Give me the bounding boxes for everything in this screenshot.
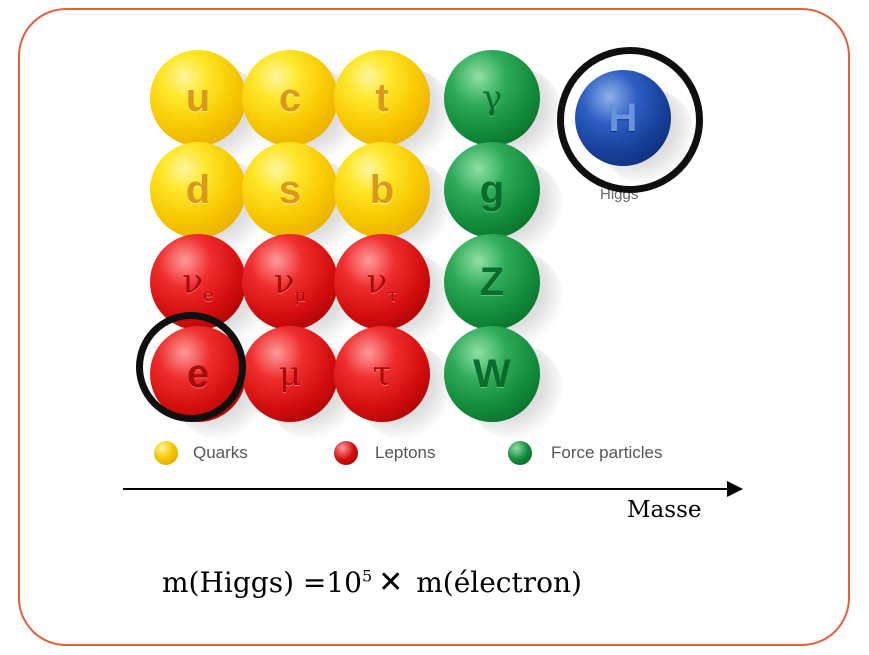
legend-quarks-label: Quarks <box>193 443 248 462</box>
legend-leptons-dot <box>334 441 358 465</box>
particle-up-quark: u <box>150 50 270 164</box>
particle-muon: μ <box>242 326 362 440</box>
particle-gluon: g <box>444 142 564 256</box>
particle-tau-neutrino: ντ <box>334 234 454 348</box>
particle-strange-quark: s <box>242 142 362 256</box>
particle-z-boson: Z <box>444 234 564 348</box>
particle-tau: τ <box>334 326 454 440</box>
times-icon: ✕ <box>378 565 404 600</box>
particle-photon: γ <box>444 50 564 164</box>
legend-force-dot <box>508 441 532 465</box>
legend-quarks-dot <box>154 441 178 465</box>
particle-w-boson: W <box>444 326 564 440</box>
legend-force-label: Force particles <box>551 443 663 462</box>
mass-axis-line <box>123 488 729 490</box>
particle-charm-quark: c <box>242 50 362 164</box>
particle-bottom-quark: b <box>334 142 454 256</box>
slide-frame <box>18 8 850 646</box>
mass-ratio-formula: m(Higgs) =105 ✕ m(électron) <box>162 565 582 600</box>
legend-leptons-label: Leptons <box>375 443 436 462</box>
particle-down-quark: d <box>150 142 270 256</box>
electron-highlight-ring <box>136 312 246 422</box>
mass-axis-arrowhead <box>727 481 743 497</box>
higgs-highlight-ring <box>557 47 703 193</box>
particle-top-quark: t <box>334 50 454 164</box>
particle-muon-neutrino: νμ <box>242 234 362 348</box>
mass-axis-label: Masse <box>627 497 702 523</box>
